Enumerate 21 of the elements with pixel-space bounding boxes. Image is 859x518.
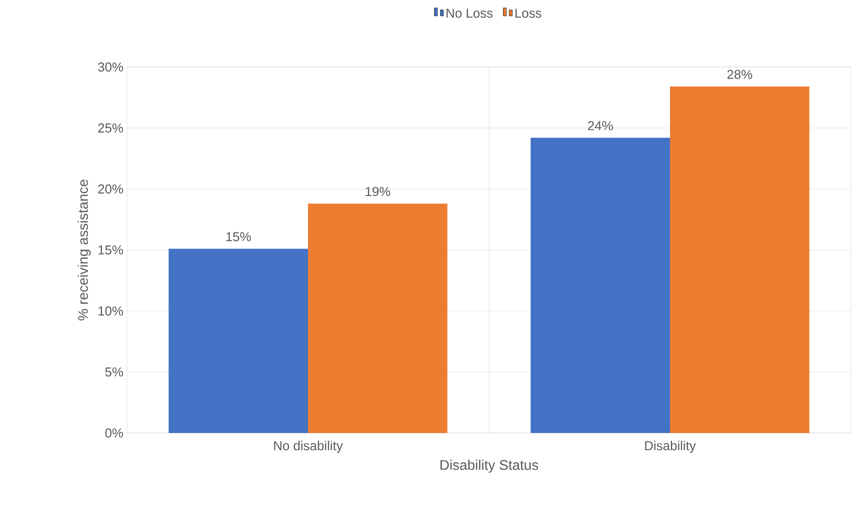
y-tick-label: 25% [98, 123, 124, 133]
bar [670, 86, 810, 433]
legend-label: No Loss [446, 8, 493, 18]
x-tick-label: Disability [645, 440, 696, 453]
data-label: 28% [727, 70, 752, 79]
bar [308, 204, 448, 433]
x-tick-label: No disability [274, 440, 343, 453]
y-tick-label: 30% [98, 62, 124, 72]
y-tick-label: 5% [105, 367, 124, 377]
data-label: 24% [588, 121, 613, 130]
y-tick-label: 15% [98, 245, 124, 255]
y-tick-label: 20% [98, 184, 124, 194]
data-label: 19% [366, 186, 390, 196]
bar [168, 248, 308, 433]
legend-label: Loss [516, 8, 542, 18]
y-axis-title: % receiving assistance [78, 180, 91, 320]
bar [530, 138, 670, 433]
data-label: 15% [226, 232, 251, 242]
y-tick-label: 0% [105, 428, 124, 438]
x-axis-title: Disability Status [440, 460, 538, 473]
y-tick-label: 10% [98, 306, 124, 316]
